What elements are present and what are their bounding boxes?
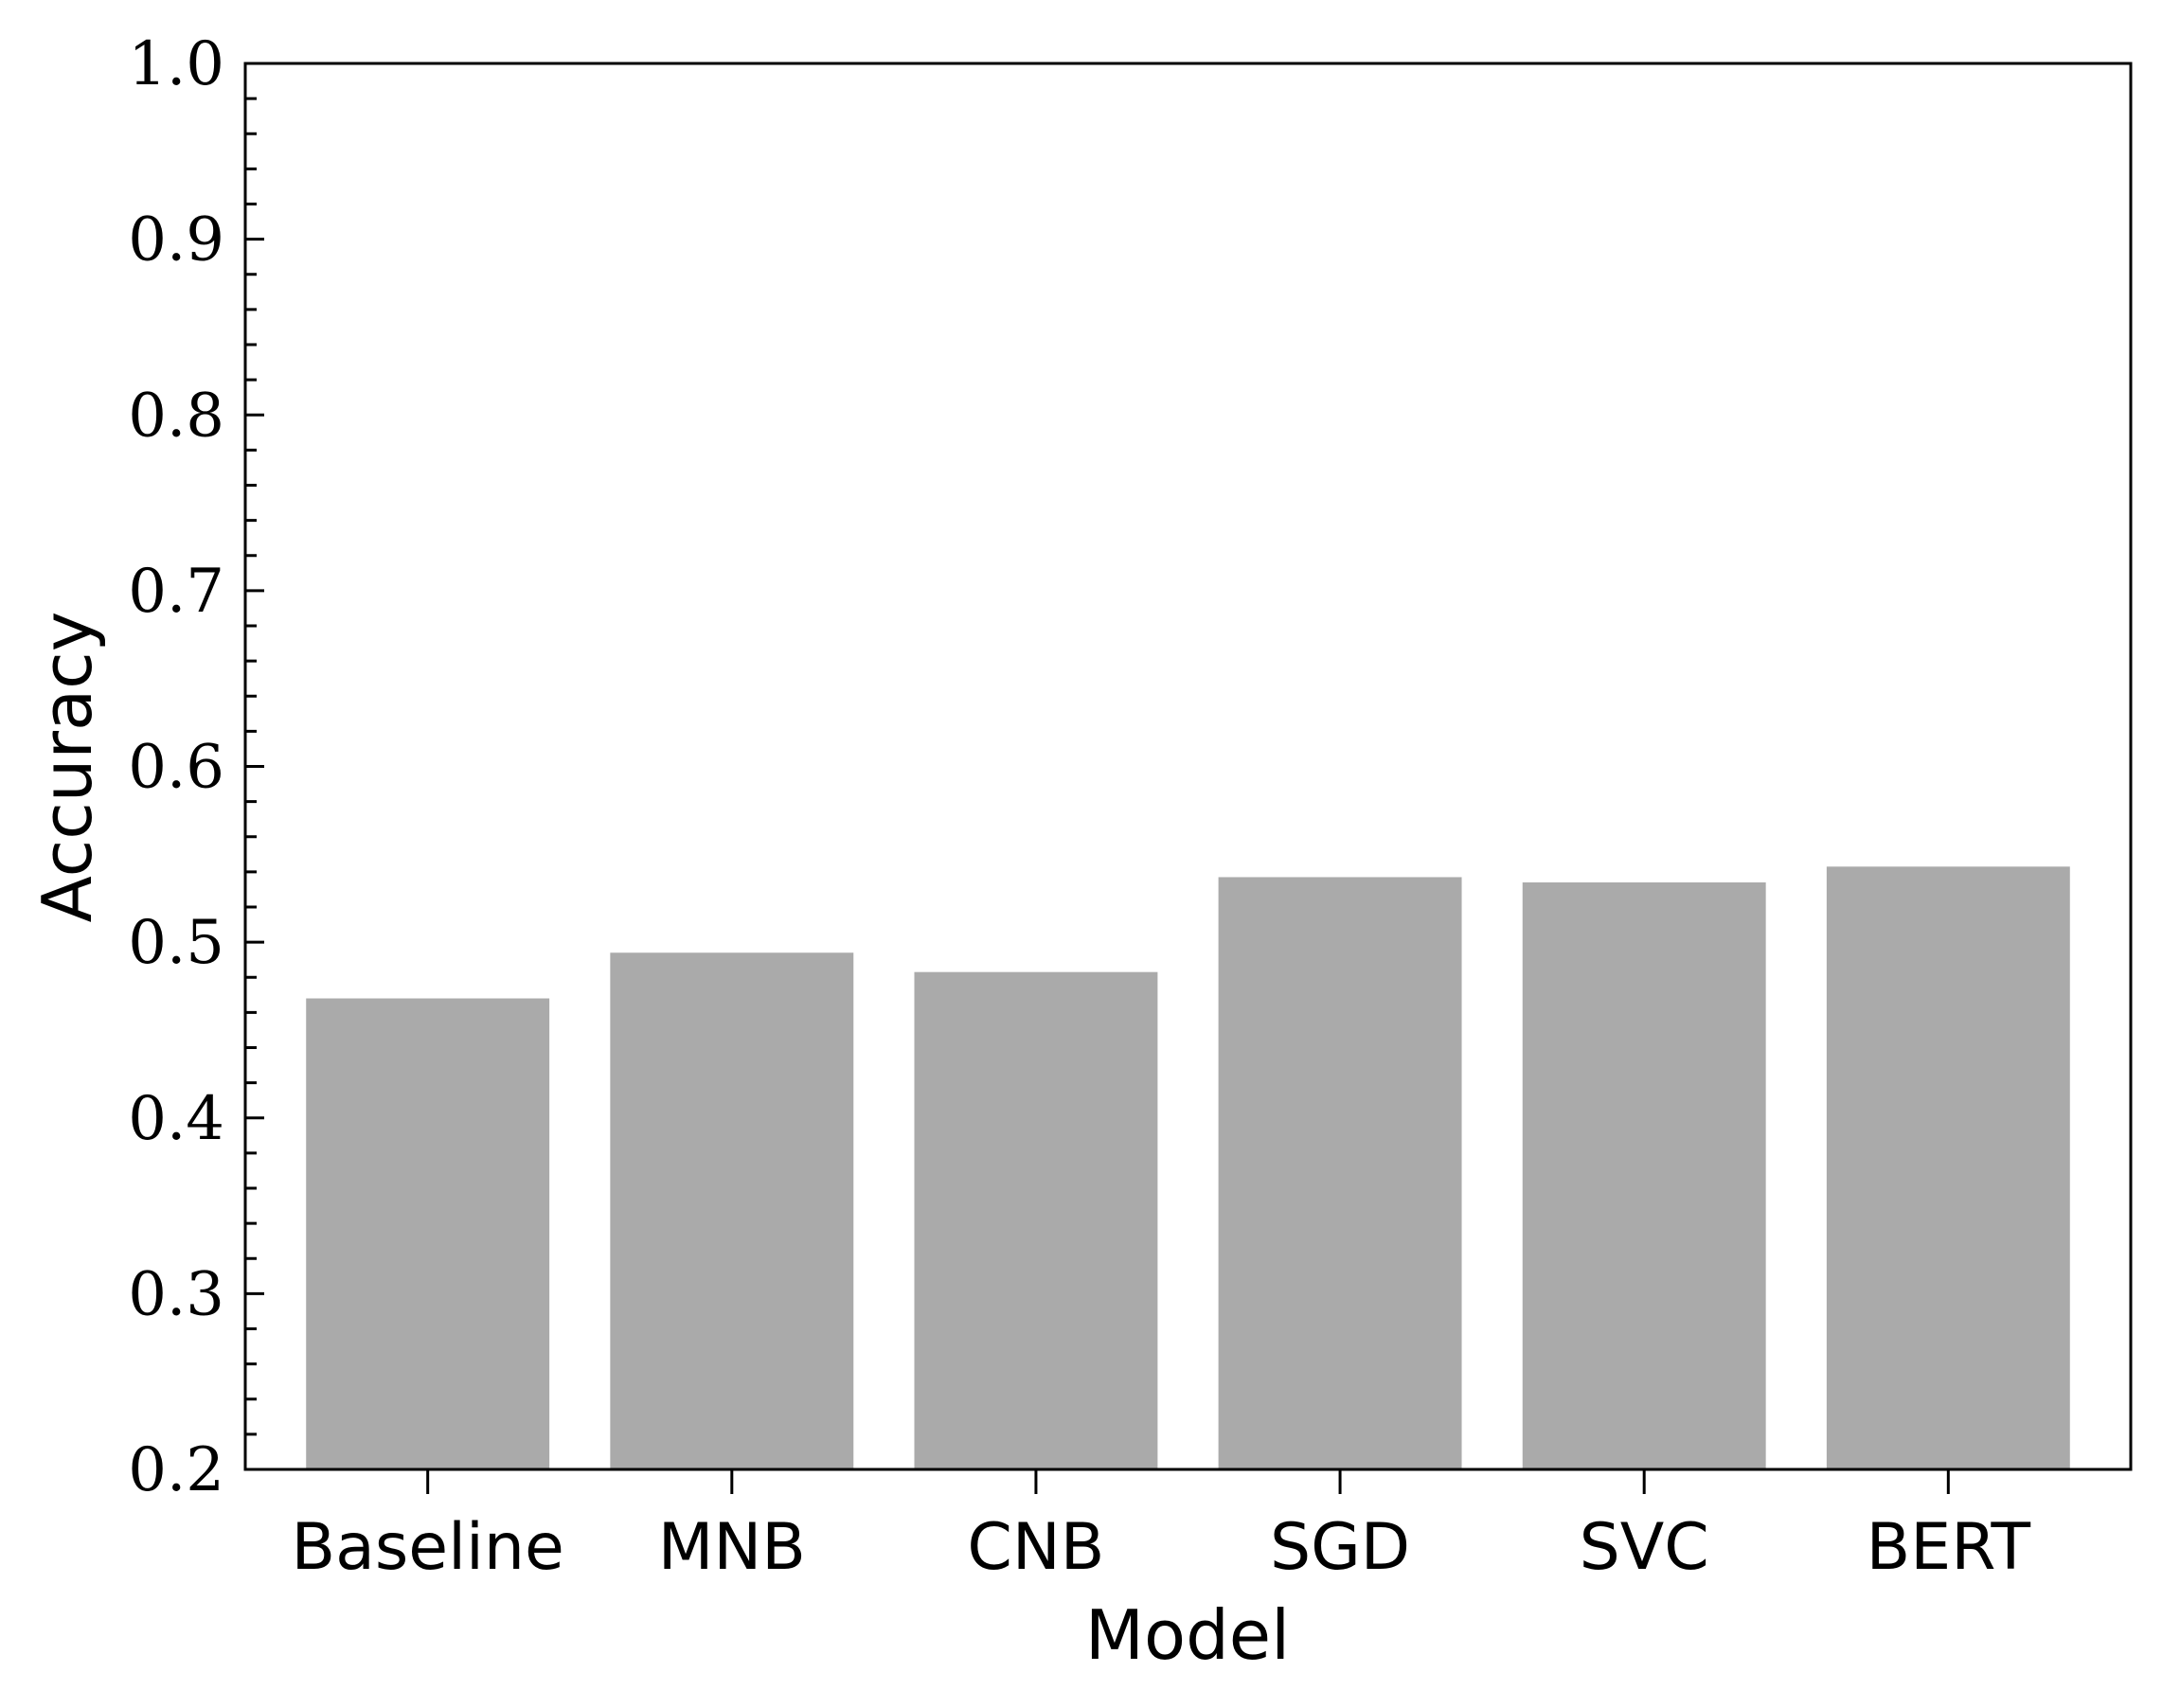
y-tick-label: 0.2 xyxy=(128,1435,224,1505)
x-axis-ticks: Baseline MNB CNB SGD SVC BERT xyxy=(292,1469,2031,1585)
y-tick-label: 0.8 xyxy=(128,381,224,451)
y-axis-label: Accuracy xyxy=(27,612,107,923)
bar-sgd xyxy=(1218,877,1462,1469)
y-tick-label: 0.6 xyxy=(128,733,224,803)
plot-frame xyxy=(243,62,2133,1471)
bar-baseline xyxy=(306,998,550,1469)
y-tick-label: 0.5 xyxy=(128,908,224,978)
bar-mnb xyxy=(610,952,854,1469)
y-tick-label: 0.7 xyxy=(128,557,224,627)
x-tick-label: CNB xyxy=(967,1510,1104,1585)
y-tick-label: 0.3 xyxy=(128,1259,224,1329)
y-tick-label: 0.4 xyxy=(128,1084,224,1154)
bar-svc xyxy=(1522,882,1766,1469)
bar-cnb xyxy=(914,971,1158,1469)
y-axis-ticks: 0.2 0.3 0.4 0.5 0.6 0.7 0.8 0.9 1.0 xyxy=(128,29,264,1505)
x-axis-label: Model xyxy=(1085,1595,1290,1675)
x-tick-label: SVC xyxy=(1580,1510,1709,1585)
y-tick-label: 0.9 xyxy=(128,205,224,276)
bar-bert xyxy=(1826,866,2070,1469)
y-tick-label: 1.0 xyxy=(128,29,224,99)
x-tick-label: SGD xyxy=(1270,1510,1410,1585)
x-tick-label: MNB xyxy=(658,1510,806,1585)
x-tick-label: Baseline xyxy=(292,1510,564,1585)
x-tick-label: BERT xyxy=(1867,1510,2031,1585)
bars-group xyxy=(306,866,2070,1469)
